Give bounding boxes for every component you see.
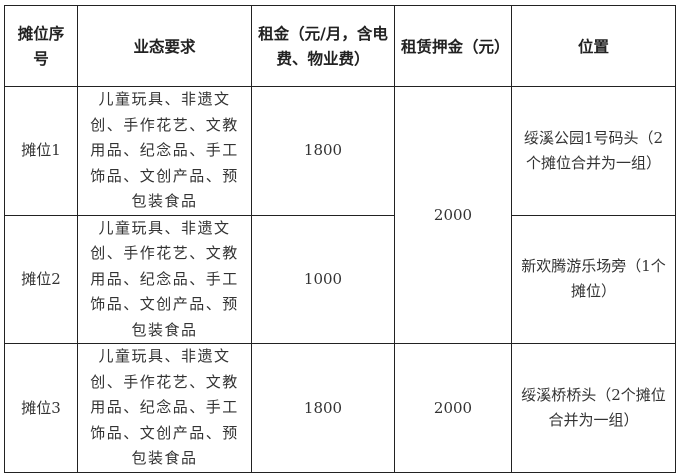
header-requirement: 业态要求 (77, 5, 252, 87)
header-deposit: 租赁押金（元） (394, 5, 512, 87)
stall-table: 摊位序号 业态要求 租金（元/月，含电费、物业费） 租赁押金（元） 位置 摊位1… (4, 5, 676, 473)
stall-rent: 1000 (251, 214, 395, 344)
stall-id: 摊位3 (4, 343, 78, 473)
stall-location: 新欢腾游乐场旁（1个摊位） (511, 214, 676, 344)
stall-deposit: 2000 (394, 86, 512, 344)
stall-rent: 1800 (251, 86, 395, 216)
stall-id: 摊位2 (4, 214, 78, 344)
stall-rent: 1800 (251, 343, 395, 473)
table-row: 摊位3 儿童玩具、非遗文创、手作花艺、文教用品、纪念品、手工饰品、文创产品、预包… (4, 343, 676, 473)
stall-requirement: 儿童玩具、非遗文创、手作花艺、文教用品、纪念品、手工饰品、文创产品、预包装食品 (77, 214, 252, 344)
header-stall-no: 摊位序号 (4, 5, 78, 87)
header-row: 摊位序号 业态要求 租金（元/月，含电费、物业费） 租赁押金（元） 位置 (4, 5, 676, 87)
header-location: 位置 (511, 5, 676, 87)
stall-location: 绥溪桥桥头（2个摊位合并为一组） (511, 343, 676, 473)
stall-location: 绥溪公园1号码头（2个摊位合并为一组） (511, 86, 676, 216)
header-rent: 租金（元/月，含电费、物业费） (251, 5, 395, 87)
stall-deposit: 2000 (394, 343, 512, 473)
stall-requirement: 儿童玩具、非遗文创、手作花艺、文教用品、纪念品、手工饰品、文创产品、预包装食品 (77, 343, 252, 473)
stall-requirement: 儿童玩具、非遗文创、手作花艺、文教用品、纪念品、手工饰品、文创产品、预包装食品 (77, 86, 252, 216)
table-row: 摊位2 儿童玩具、非遗文创、手作花艺、文教用品、纪念品、手工饰品、文创产品、预包… (4, 214, 676, 344)
table-row: 摊位1 儿童玩具、非遗文创、手作花艺、文教用品、纪念品、手工饰品、文创产品、预包… (4, 86, 676, 344)
stall-id: 摊位1 (4, 86, 78, 216)
